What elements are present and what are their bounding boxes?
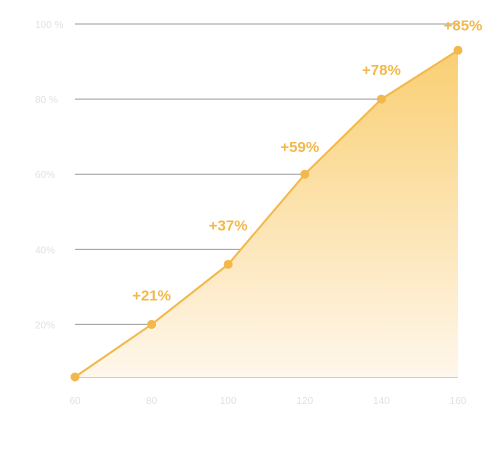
area-layer: [75, 50, 458, 378]
x-tick-label-80: 80: [146, 396, 158, 407]
data-label-100: +37%: [209, 217, 248, 234]
data-label-140: +78%: [362, 62, 401, 79]
x-tick-label-60: 60: [69, 396, 81, 407]
y-tick-label-80: 80 %: [35, 95, 58, 106]
data-label-80: +21%: [132, 287, 171, 304]
data-point-160: [453, 45, 463, 55]
point-layer: [70, 45, 463, 382]
x-tick-label-140: 140: [373, 396, 390, 407]
y-tick-label-60: 60%: [35, 170, 55, 181]
data-point-60: [70, 372, 80, 382]
label-layer: +21% +37% +59% +78% +85%: [132, 17, 482, 304]
data-label-160: +85%: [444, 17, 483, 34]
data-label-120: +59%: [280, 139, 319, 156]
y-tick-label-20: 20%: [35, 320, 55, 331]
data-point-120: [300, 169, 310, 179]
y-tick-label-100: 100 %: [35, 20, 63, 31]
data-point-100: [223, 259, 233, 269]
axis-layer: 20% 40% 60% 80 % 100 % 60 80 100 120 140 160: [35, 20, 467, 407]
x-tick-label-100: 100: [220, 396, 237, 407]
area-fill: [75, 50, 458, 378]
x-tick-label-160: 160: [450, 396, 467, 407]
x-tick-label-120: 120: [296, 396, 313, 407]
data-point-140: [376, 94, 386, 104]
data-point-80: [147, 319, 157, 329]
series-line: [74, 49, 459, 378]
y-tick-label-40: 40%: [35, 245, 55, 256]
line-layer: [74, 49, 459, 378]
